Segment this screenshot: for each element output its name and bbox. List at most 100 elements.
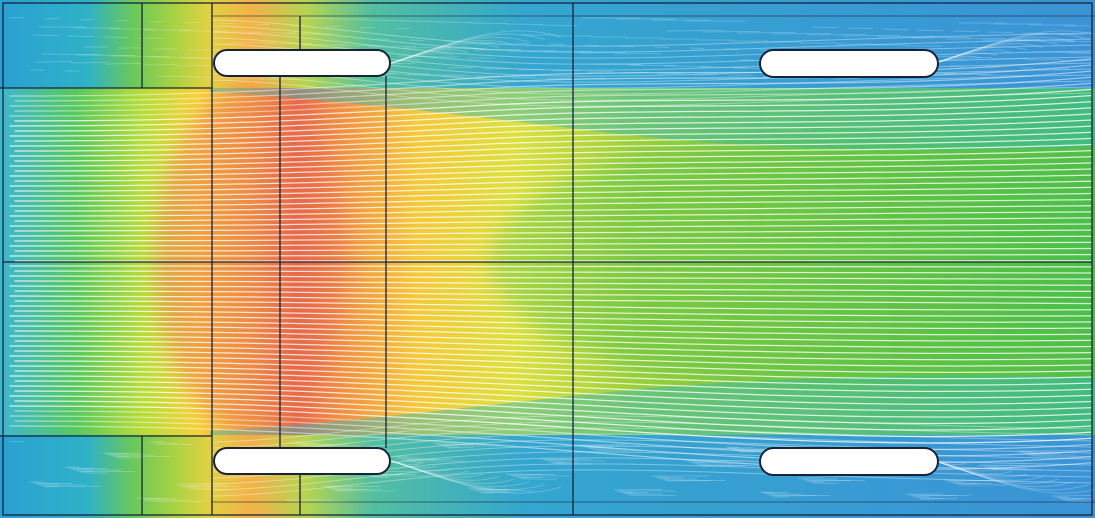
- streamline: [812, 482, 839, 484]
- streamline: [666, 30, 726, 32]
- streamline: [736, 32, 796, 34]
- streamline: [925, 36, 1074, 67]
- streamline: [724, 48, 740, 50]
- streamline: [35, 483, 73, 485]
- streamline: [368, 46, 417, 48]
- streamline: [381, 43, 500, 67]
- streamline: [1022, 452, 1049, 454]
- streamline: [260, 78, 298, 80]
- streamline: [9, 365, 1093, 393]
- streamline: [505, 473, 543, 475]
- streamline: [403, 459, 452, 461]
- streamline: [517, 477, 544, 479]
- streamline: [689, 47, 705, 49]
- lower-wall-zone: [0, 435, 1095, 518]
- streamline: [32, 482, 59, 484]
- streamline: [14, 223, 1093, 232]
- streamline: [806, 34, 866, 36]
- streamline: [587, 71, 614, 73]
- streamline: [111, 55, 171, 57]
- streamline: [584, 446, 600, 448]
- streamline: [14, 101, 1093, 132]
- streamline: [917, 497, 944, 499]
- streamline: [549, 43, 565, 45]
- streamline: [1031, 455, 1091, 457]
- streamline: [409, 39, 425, 41]
- upper-shear-layer: [210, 88, 1095, 150]
- streamline: [211, 427, 1093, 455]
- streamline: [32, 34, 59, 36]
- streamline: [540, 24, 578, 26]
- obstacles: [213, 49, 939, 476]
- streamline: [155, 75, 193, 77]
- streamline: [952, 30, 979, 32]
- streamline: [925, 33, 1090, 67]
- streamline: [14, 198, 1093, 212]
- streamline: [917, 29, 944, 31]
- streamline: [759, 491, 775, 493]
- streamline: [768, 494, 817, 496]
- streamline: [70, 468, 108, 470]
- streamline: [981, 39, 1041, 41]
- streamline: [14, 270, 1093, 274]
- streamline: [289, 441, 305, 443]
- streamline: [79, 471, 95, 473]
- streamline: [184, 486, 200, 488]
- streamline: [9, 70, 1093, 107]
- streamline: [771, 33, 831, 35]
- streamline: [381, 457, 561, 494]
- streamline: [701, 31, 761, 33]
- streamline: [114, 20, 130, 22]
- streamline: [952, 482, 979, 484]
- streamline: [943, 73, 992, 75]
- streamline: [14, 390, 1093, 425]
- upper-right-plate: [759, 49, 939, 78]
- streamline: [330, 18, 368, 20]
- streamline: [14, 88, 1093, 122]
- streamline: [444, 40, 460, 42]
- streamline: [9, 385, 1093, 418]
- streamline: [14, 360, 1093, 386]
- streamline: [381, 457, 469, 475]
- streamline: [76, 54, 136, 56]
- streamline: [1051, 495, 1093, 497]
- streamline: [211, 19, 1093, 47]
- streamline: [955, 483, 993, 485]
- streamline: [657, 477, 684, 479]
- streamline: [9, 107, 1093, 137]
- streamline: [438, 48, 487, 50]
- streamline: [925, 30, 1095, 67]
- streamline: [211, 79, 1093, 107]
- streamline: [394, 456, 410, 458]
- streamline: [549, 461, 565, 463]
- streamline: [14, 320, 1093, 336]
- streamline: [333, 45, 382, 47]
- streamline: [14, 235, 1093, 242]
- streamline: [9, 375, 1093, 405]
- streamline: [1060, 60, 1093, 62]
- streamline: [211, 415, 1093, 443]
- streamline: [295, 17, 333, 19]
- streamline: [102, 452, 129, 454]
- streamline: [9, 217, 1093, 227]
- streamline: [832, 78, 859, 80]
- streamline: [1016, 40, 1076, 42]
- streamline: [701, 465, 761, 467]
- streamline: [552, 462, 579, 464]
- streamline: [381, 39, 515, 67]
- streamline: [619, 491, 635, 493]
- streamline: [295, 443, 333, 445]
- streamline: [797, 477, 824, 479]
- streamline: [482, 492, 509, 494]
- streamline: [9, 168, 1093, 187]
- streamline: [9, 180, 1093, 197]
- streamline: [981, 465, 1041, 467]
- streamline: [140, 64, 178, 66]
- streamline: [698, 66, 747, 68]
- streamline: [508, 50, 557, 52]
- streamline: [925, 457, 1074, 488]
- streamline: [946, 38, 1006, 40]
- streamline: [9, 82, 1093, 117]
- streamline: [44, 18, 60, 20]
